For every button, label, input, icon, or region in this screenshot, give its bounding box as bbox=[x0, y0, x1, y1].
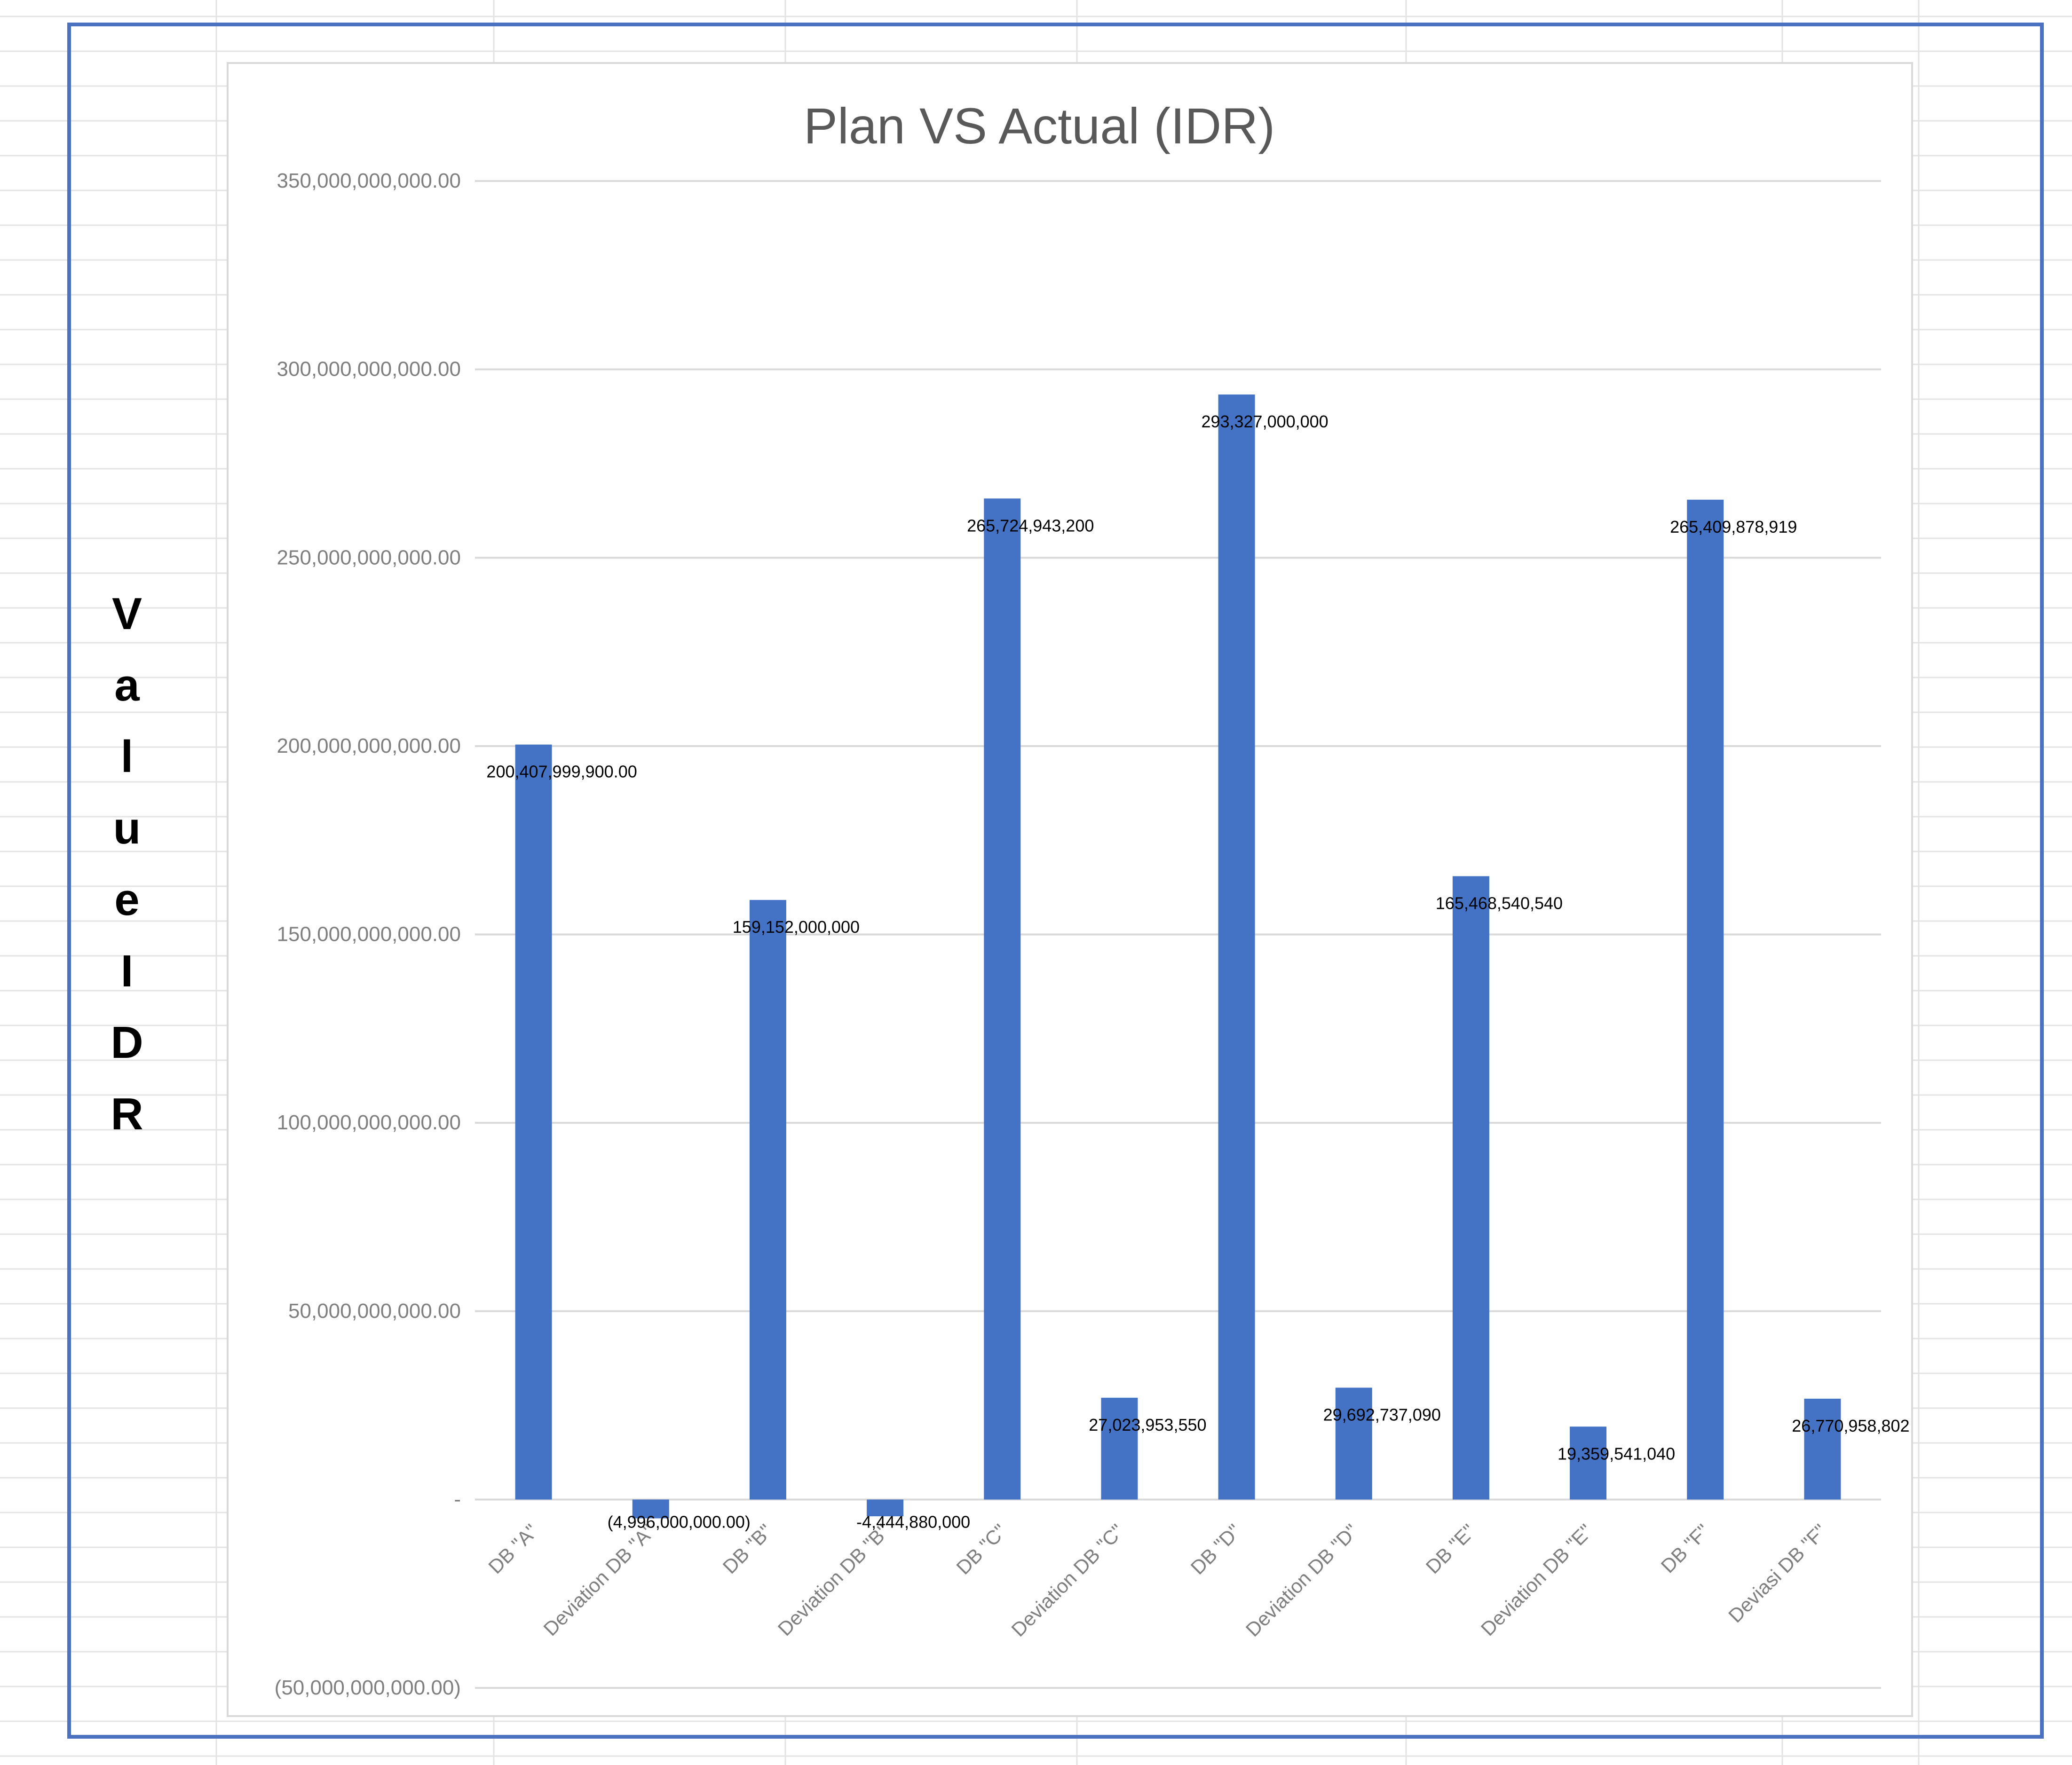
y-tick-label: 100,000,000,000.00 bbox=[277, 1111, 461, 1134]
data-label: 26,770,958,802 bbox=[1792, 1416, 1909, 1435]
y-tick-label: 350,000,000,000.00 bbox=[277, 169, 461, 192]
x-tick-label: DB "D" bbox=[1186, 1520, 1245, 1579]
data-label: (4,996,000,000.00) bbox=[608, 1512, 751, 1531]
x-tick-label: DB "A" bbox=[484, 1520, 542, 1578]
bar[interactable] bbox=[632, 1499, 669, 1519]
x-tick-label: Deviasi DB "F" bbox=[1724, 1520, 1831, 1627]
x-tick-label: Deviation DB "D" bbox=[1242, 1520, 1362, 1641]
bar[interactable] bbox=[749, 900, 786, 1500]
bar[interactable] bbox=[1570, 1426, 1607, 1500]
x-tick-label: Deviation DB "A" bbox=[539, 1520, 659, 1640]
vertical-title-char: u bbox=[113, 803, 141, 853]
data-labels: 200,407,999,900.00 (4,996,000,000.00) 159,… bbox=[486, 412, 1909, 1531]
chart-title: Plan VS Actual (IDR) bbox=[804, 97, 1275, 154]
y-tick-label: 50,000,000,000.00 bbox=[288, 1300, 461, 1323]
bar[interactable] bbox=[984, 498, 1021, 1500]
vertical-title-char: D bbox=[111, 1017, 143, 1068]
y-tick-label: 150,000,000,000.00 bbox=[277, 923, 461, 946]
chart-area[interactable] bbox=[227, 62, 1913, 1717]
bar[interactable] bbox=[1452, 876, 1489, 1500]
data-label: 293,327,000,000 bbox=[1201, 412, 1328, 431]
data-label: 200,407,999,900.00 bbox=[486, 762, 637, 781]
vertical-title-char: V bbox=[111, 589, 142, 639]
y-tick-label: 300,000,000,000.00 bbox=[277, 358, 461, 381]
bar[interactable] bbox=[1218, 394, 1255, 1500]
y-axis-tick-labels: 350,000,000,000.00 300,000,000,000.00 250,… bbox=[275, 169, 461, 1699]
data-label: 265,724,943,200 bbox=[967, 516, 1094, 535]
vertical-title-char: e bbox=[114, 875, 140, 925]
bar[interactable] bbox=[1687, 499, 1724, 1500]
data-label: 19,359,541,040 bbox=[1558, 1444, 1675, 1463]
gridlines bbox=[475, 180, 1881, 1689]
bar[interactable] bbox=[1101, 1397, 1138, 1500]
data-label: 265,409,878,919 bbox=[1670, 517, 1797, 536]
y-tick-label: (50,000,000,000.00) bbox=[275, 1676, 461, 1699]
bar[interactable] bbox=[867, 1499, 904, 1516]
bars bbox=[515, 394, 1841, 1519]
data-label: 159,152,000,000 bbox=[733, 917, 860, 937]
bar[interactable] bbox=[1335, 1387, 1372, 1500]
y-tick-label: - bbox=[454, 1488, 461, 1511]
y-tick-label: 250,000,000,000.00 bbox=[277, 546, 461, 569]
data-label: 165,468,540,540 bbox=[1436, 894, 1563, 913]
y-tick-label: 200,000,000,000.00 bbox=[277, 734, 461, 757]
data-label: -4,444,880,000 bbox=[856, 1512, 970, 1531]
vertical-title-char: I bbox=[120, 946, 134, 996]
x-tick-label: Deviation DB "B" bbox=[774, 1520, 894, 1640]
x-axis-tick-labels: DB "A"Deviation DB "A" DB "B"Deviation DB… bbox=[484, 1520, 1831, 1641]
data-label: 27,023,953,550 bbox=[1089, 1415, 1206, 1434]
bar[interactable] bbox=[1804, 1398, 1841, 1500]
outer-frame bbox=[67, 23, 2044, 1739]
x-tick-label: DB "F" bbox=[1657, 1520, 1714, 1577]
vertical-title-char: R bbox=[111, 1089, 143, 1139]
data-label: 29,692,737,090 bbox=[1323, 1405, 1441, 1424]
vertical-title-char: l bbox=[120, 732, 134, 782]
x-tick-label: Deviation DB "E" bbox=[1477, 1520, 1597, 1640]
bar[interactable] bbox=[515, 744, 552, 1500]
x-tick-label: DB "E" bbox=[1422, 1520, 1480, 1578]
vertical-title-char: a bbox=[114, 660, 140, 710]
x-tick-label: Deviation DB "C" bbox=[1007, 1520, 1128, 1641]
